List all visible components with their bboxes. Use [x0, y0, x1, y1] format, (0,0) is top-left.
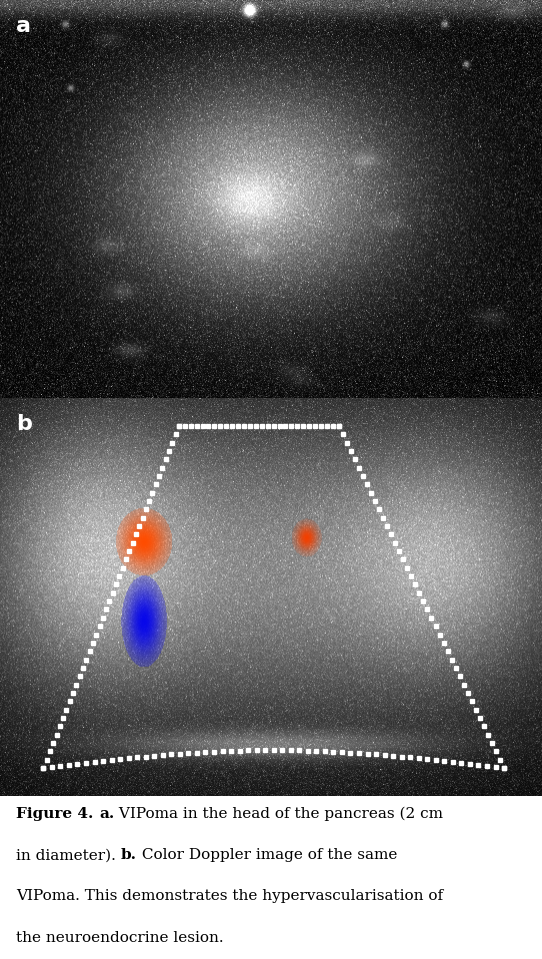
- Text: a: a: [16, 16, 31, 35]
- Text: in diameter).: in diameter).: [16, 848, 121, 862]
- Text: VIPoma in the head of the pancreas (2 cm: VIPoma in the head of the pancreas (2 cm: [114, 807, 443, 822]
- Text: Figure 4.: Figure 4.: [16, 807, 99, 821]
- Text: a.: a.: [99, 807, 114, 821]
- Text: Color Doppler image of the same: Color Doppler image of the same: [137, 848, 397, 862]
- Text: VIPoma. This demonstrates the hypervascularisation of: VIPoma. This demonstrates the hypervascu…: [16, 889, 443, 903]
- Text: the neuroendocrine lesion.: the neuroendocrine lesion.: [16, 930, 224, 945]
- Text: b: b: [16, 414, 32, 433]
- Text: b.: b.: [121, 848, 137, 862]
